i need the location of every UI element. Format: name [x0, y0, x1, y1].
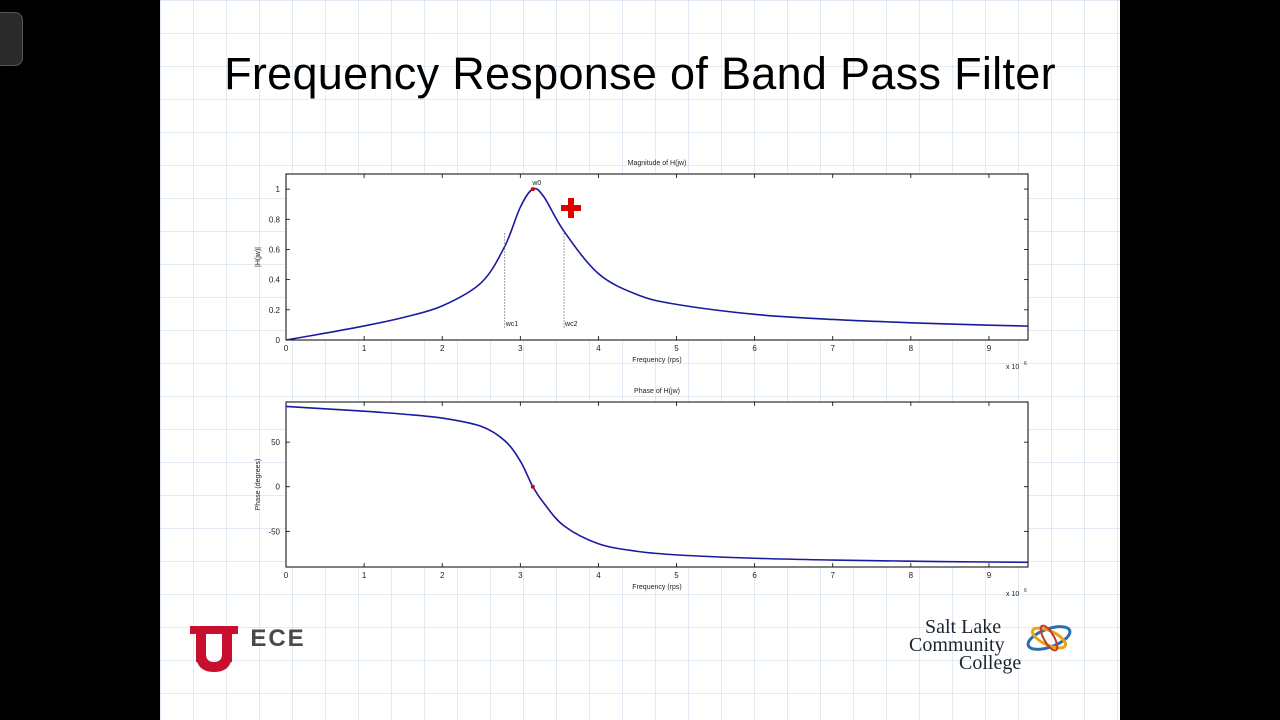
- chart2-xtick-label: 5: [674, 571, 679, 580]
- chart2-xlabel: Frequency (rps): [632, 584, 681, 591]
- chart1-ytick-label: 0: [276, 336, 281, 345]
- chart1-peak-marker: [530, 187, 535, 192]
- chart1-xtick-label: 9: [987, 344, 992, 353]
- slide: Frequency Response of Band Pass Filter: [160, 0, 1120, 720]
- slide-title: Frequency Response of Band Pass Filter: [224, 48, 1056, 99]
- chart2-xtick-label: 1: [362, 571, 367, 580]
- chart1-ytick-label: 0.8: [269, 215, 281, 224]
- chart1-ylabel: |H(jw)|: [255, 247, 262, 267]
- chart2-title: Phase of H(jw): [634, 388, 680, 395]
- chart1-x-multiplier-exp: 6: [1024, 361, 1027, 367]
- chart2-xtick-label: 6: [752, 571, 757, 580]
- slcc-line-3: College: [959, 652, 1022, 674]
- slcc-line-1: Salt Lake: [925, 616, 1002, 638]
- chart1-title: Magnitude of H(jw): [628, 160, 687, 167]
- chart1-xtick-label: 8: [909, 344, 914, 353]
- chart1-ytick-label: 0.2: [269, 306, 281, 315]
- chart2-xtick-label: 2: [440, 571, 445, 580]
- chart1-xlabel: Frequency (rps): [632, 357, 681, 364]
- chart1-ytick-label: 0.4: [269, 276, 281, 285]
- chart2-xtick-label: 9: [987, 571, 992, 580]
- window-edge-tab: [0, 12, 23, 66]
- chart1-xtick-label: 1: [362, 344, 367, 353]
- slcc-line-2: Community: [909, 634, 1005, 656]
- chart2-ylabel: Phase (degrees): [255, 459, 262, 511]
- chart1-xtick-label: 4: [596, 344, 601, 353]
- chart2-x-multiplier: x 10: [1006, 591, 1019, 598]
- chart1-xtick-label: 3: [518, 344, 523, 353]
- chart1-series-line: [285, 187, 1029, 341]
- chart2-xtick-label: 3: [518, 571, 523, 580]
- chart1-xtick-label: 2: [440, 344, 445, 353]
- chart1-ytick-label: 1: [276, 185, 281, 194]
- ece-logo: ECE: [190, 625, 305, 672]
- chart1-xtick-label: 5: [674, 344, 679, 353]
- chart2-ytick-label: -50: [268, 527, 280, 536]
- chart2-xtick-label: 4: [596, 571, 601, 580]
- ece-logo-text: ECE: [250, 625, 305, 652]
- chart1-xtick-label: 7: [831, 344, 836, 353]
- chart2-ytick-label: 50: [271, 438, 280, 447]
- chart2-series-line: [285, 405, 1029, 564]
- chart1-annotation-w0: w0: [531, 180, 541, 187]
- chart1-annotation-wc2: wc2: [564, 321, 578, 328]
- chart2-ytick-label: 0: [276, 483, 281, 492]
- slcc-logo: Salt Lake Community College: [905, 616, 1080, 684]
- chart2-plot-frame: [285, 401, 1029, 568]
- chart1-x-multiplier: x 10: [1006, 364, 1019, 371]
- chart2-center-marker: [530, 484, 535, 489]
- chart1-xtick-label: 0: [284, 344, 289, 353]
- chart2-xtick-label: 0: [284, 571, 289, 580]
- chart2-x-multiplier-exp: 6: [1024, 588, 1027, 594]
- chart1-xtick-label: 6: [752, 344, 757, 353]
- u-logo-icon: [190, 626, 238, 672]
- chart2-xtick-label: 7: [831, 571, 836, 580]
- chart1-plot-frame: [285, 173, 1029, 341]
- chart2-xtick-label: 8: [909, 571, 914, 580]
- red-cross-cursor-icon: [561, 198, 581, 218]
- chart1-annotation-wc1: wc1: [505, 321, 519, 328]
- chart1-ytick-label: 0.6: [269, 245, 281, 254]
- slcc-swirl-icon: [1026, 624, 1072, 652]
